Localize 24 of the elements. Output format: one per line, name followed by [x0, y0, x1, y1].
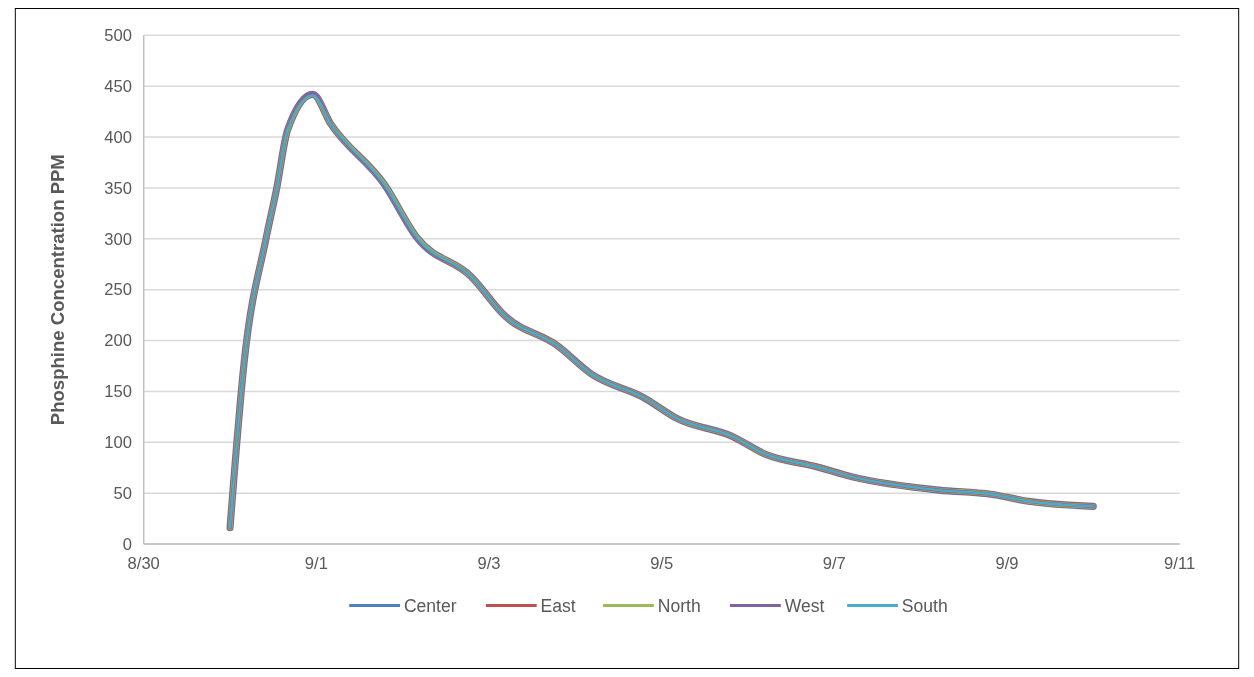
legend-label: North: [657, 595, 701, 616]
x-tick-label: 9/7: [822, 554, 846, 574]
y-tick-label: 200: [104, 331, 132, 351]
y-tick-label: 400: [104, 127, 132, 147]
y-axis-title: Phosphine Concentration PPM: [46, 154, 68, 426]
x-tick-label: 8/30: [127, 554, 160, 574]
y-tick-label: 450: [104, 77, 132, 97]
y-tick-label: 500: [104, 26, 132, 46]
legend-label: East: [540, 595, 576, 616]
y-tick-label: 350: [104, 178, 132, 198]
legend-label: Center: [403, 595, 457, 616]
x-tick-label: 9/11: [1164, 554, 1196, 574]
x-tick-label: 9/5: [650, 554, 674, 574]
y-tick-label: 100: [104, 433, 132, 453]
legend-label: South: [901, 595, 948, 616]
y-tick-label: 0: [122, 534, 132, 554]
y-tick-label: 50: [113, 483, 132, 503]
x-tick-label: 9/1: [304, 554, 328, 574]
x-tick-label: 9/9: [995, 554, 1019, 574]
legend-label: West: [784, 595, 825, 616]
y-tick-label: 150: [104, 382, 132, 402]
y-tick-label: 300: [104, 229, 132, 249]
y-tick-label: 250: [104, 280, 132, 300]
x-tick-label: 9/3: [477, 554, 501, 574]
